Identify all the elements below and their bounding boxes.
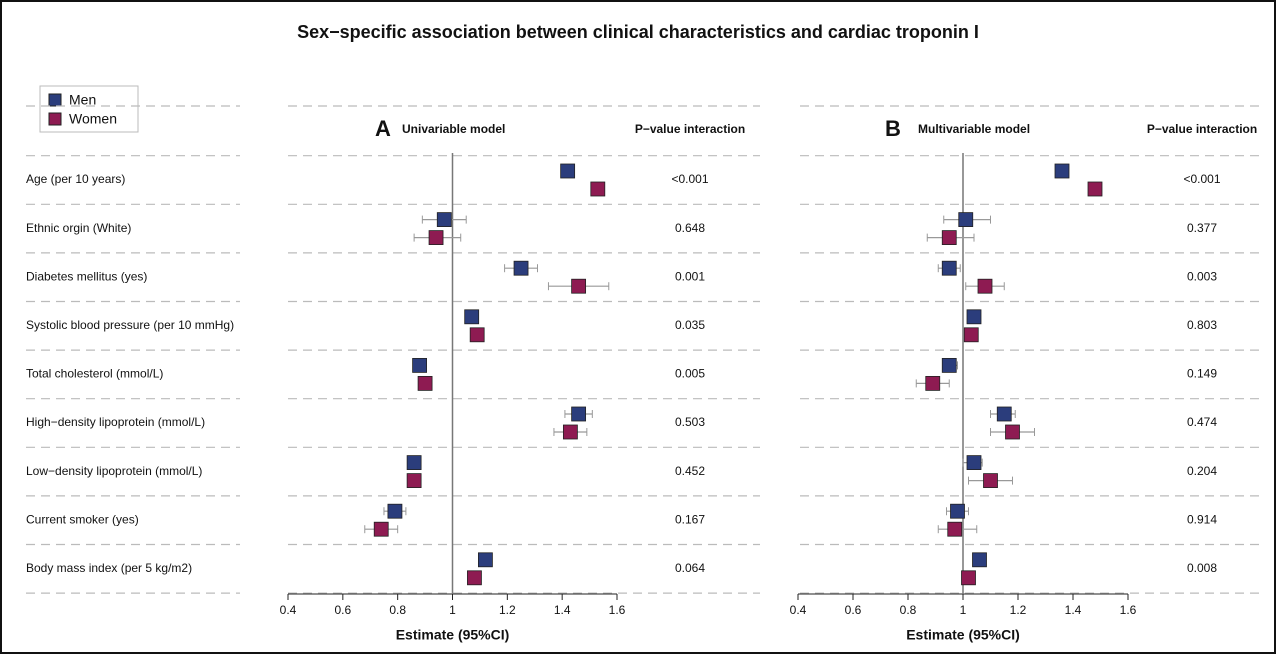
p-value: 0.001 <box>675 269 705 283</box>
estimate-marker <box>590 181 606 197</box>
p-value: <0.001 <box>671 172 708 186</box>
x-tick-label: 1 <box>960 603 967 617</box>
legend-swatch <box>48 112 62 126</box>
estimate-marker <box>560 163 576 179</box>
estimate-marker <box>513 260 529 276</box>
estimate-marker <box>412 357 428 373</box>
estimate-marker <box>464 309 480 325</box>
estimate-marker <box>387 503 403 519</box>
p-value: 0.035 <box>675 318 705 332</box>
panel-subtitle: Univariable model <box>402 122 505 136</box>
estimate-marker <box>571 278 587 294</box>
x-tick-label: 1.6 <box>1120 603 1137 617</box>
p-value: 0.452 <box>675 464 705 478</box>
x-tick-label: 1.2 <box>1010 603 1027 617</box>
estimate-marker <box>436 212 452 228</box>
row-label: Body mass index (per 5 kg/m2) <box>26 561 192 575</box>
estimate-marker <box>947 521 963 537</box>
estimate-marker <box>977 278 993 294</box>
x-tick-label: 1.4 <box>554 603 571 617</box>
estimate-marker <box>1087 181 1103 197</box>
x-tick-label: 0.8 <box>389 603 406 617</box>
p-value: 0.503 <box>675 415 705 429</box>
legend-label: Men <box>69 92 96 108</box>
estimate-marker <box>469 327 485 343</box>
row-label: Age (per 10 years) <box>26 172 125 186</box>
row-label: Diabetes mellitus (yes) <box>26 269 147 283</box>
estimate-marker <box>941 260 957 276</box>
p-value: 0.204 <box>1187 464 1217 478</box>
estimate-marker <box>562 424 578 440</box>
estimate-marker <box>958 212 974 228</box>
legend: Men Women <box>39 85 139 133</box>
p-value: 0.003 <box>1187 269 1217 283</box>
estimate-marker <box>417 375 433 391</box>
x-axis-label: Estimate (95%CI) <box>396 627 510 643</box>
estimate-marker <box>571 406 587 422</box>
p-value: 0.149 <box>1187 367 1217 381</box>
estimate-marker <box>467 570 482 586</box>
estimate-marker <box>925 375 941 391</box>
estimate-marker <box>966 309 982 325</box>
row-label: Low−density lipoprotein (mmol/L) <box>26 464 202 478</box>
panel-label: B <box>885 116 901 141</box>
legend-swatch <box>48 93 62 107</box>
x-tick-label: 0.4 <box>790 603 807 617</box>
legend-label: Women <box>69 111 117 127</box>
p-value: 0.803 <box>1187 318 1217 332</box>
x-tick-label: 0.6 <box>845 603 862 617</box>
estimate-marker <box>983 473 998 489</box>
p-value: 0.648 <box>675 221 705 235</box>
estimate-marker <box>941 230 957 246</box>
x-tick-label: 1 <box>449 603 456 617</box>
estimate-marker <box>406 473 422 489</box>
chart-title: Sex−specific association between clinica… <box>297 22 979 42</box>
estimate-marker <box>428 230 444 246</box>
row-label: Ethnic orgin (White) <box>26 221 131 235</box>
x-tick-label: 1.6 <box>609 603 626 617</box>
column-header: P−value interaction <box>1147 122 1257 136</box>
estimate-marker <box>961 570 976 586</box>
estimate-marker <box>1054 163 1070 179</box>
p-value: 0.914 <box>1187 512 1217 526</box>
estimate-marker <box>373 521 389 537</box>
row-label: Current smoker (yes) <box>26 512 139 526</box>
x-tick-label: 1.2 <box>499 603 516 617</box>
x-axis-label: Estimate (95%CI) <box>906 627 1020 643</box>
estimate-marker <box>950 503 965 519</box>
estimate-marker <box>972 552 987 568</box>
estimate-marker <box>966 455 982 471</box>
p-value: 0.474 <box>1187 415 1217 429</box>
p-value: 0.064 <box>675 561 705 575</box>
p-value: 0.005 <box>675 367 705 381</box>
x-tick-label: 0.6 <box>334 603 351 617</box>
estimate-marker <box>477 552 493 568</box>
x-tick-label: 1.4 <box>1065 603 1082 617</box>
row-label: High−density lipoprotein (mmol/L) <box>26 415 205 429</box>
x-tick-label: 0.4 <box>280 603 297 617</box>
estimate-marker <box>1005 424 1020 440</box>
estimate-marker <box>406 455 422 471</box>
estimate-marker <box>941 357 957 373</box>
estimate-marker <box>996 406 1012 422</box>
column-header: P−value interaction <box>635 122 745 136</box>
p-value: 0.377 <box>1187 221 1217 235</box>
p-value: <0.001 <box>1183 172 1220 186</box>
x-tick-label: 0.8 <box>900 603 917 617</box>
panel-label: A <box>375 116 391 141</box>
row-label: Systolic blood pressure (per 10 mmHg) <box>26 318 234 332</box>
row-label: Total cholesterol (mmol/L) <box>26 367 163 381</box>
panel-subtitle: Multivariable model <box>918 122 1030 136</box>
p-value: 0.167 <box>675 512 705 526</box>
estimate-marker <box>963 327 979 343</box>
p-value: 0.008 <box>1187 561 1217 575</box>
